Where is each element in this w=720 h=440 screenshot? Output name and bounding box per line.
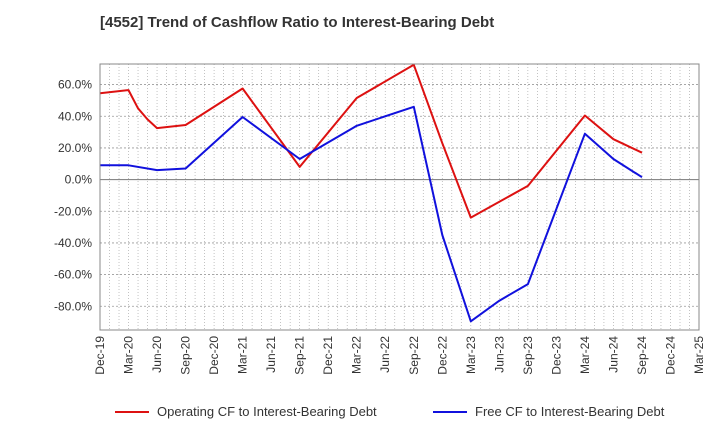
x-tick-label: Dec-21 [321,336,335,375]
y-axis-labels: 60.0% 40.0% 20.0% 0.0% -20.0% -40.0% -60.0% -80… [54,78,92,314]
plot-frame [99,63,700,331]
legend-label-free-cf: Free CF to Interest-Bearing Debt [475,404,665,419]
y-tick-label: 0.0% [65,173,93,187]
x-tick-label: Mar-25 [692,336,706,374]
series-layer [99,63,643,323]
grid-layer [99,64,700,330]
x-tick-label: Jun-23 [492,336,506,373]
x-tick-label: Mar-22 [350,336,364,374]
x-tick-label: Sep-21 [293,336,307,375]
y-tick-label: -60.0% [54,268,92,282]
legend-item-free-cf: Free CF to Interest-Bearing Debt [433,404,664,419]
x-tick-label: Sep-20 [179,336,193,375]
x-tick-label: Dec-19 [93,336,107,375]
x-tick-label: Dec-20 [207,336,221,375]
legend-swatch-operating-cf [115,410,149,413]
x-tick-label: Dec-23 [549,336,563,375]
x-tick-label: Mar-21 [236,336,250,374]
y-tick-label: 40.0% [58,109,92,123]
x-tick-label: Jun-24 [606,336,620,373]
x-tick-label: Mar-20 [122,336,136,374]
x-tick-label: Jun-20 [150,336,164,373]
x-tick-label: Dec-24 [663,336,677,375]
legend-label-operating-cf: Operating CF to Interest-Bearing Debt [157,404,377,419]
y-tick-label: 20.0% [58,141,92,155]
x-tick-label: Sep-24 [635,336,649,375]
y-tick-label: -80.0% [54,299,92,313]
y-tick-label: -20.0% [54,204,92,218]
free-cf-line [100,105,643,323]
x-tick-label: Sep-22 [407,336,421,375]
y-tick-label: 60.0% [58,78,92,92]
x-tick-label: Dec-22 [435,336,449,375]
operating-cf-line [99,63,643,219]
x-tick-label: Mar-23 [464,336,478,374]
legend-swatch-free-cf [433,410,467,413]
y-tick-label: -40.0% [54,236,92,250]
chart-title: [4552] Trend of Cashflow Ratio to Intere… [100,14,495,31]
x-tick-label: Mar-24 [578,336,592,374]
legend-item-operating-cf: Operating CF to Interest-Bearing Debt [115,404,377,419]
x-axis-labels: Dec-19 Mar-20 Jun-20 Sep-20 Dec-20 Mar-21 Jun-… [93,336,706,375]
x-tick-label: Jun-21 [264,336,278,373]
x-tick-label: Jun-22 [378,336,392,373]
x-tick-label: Sep-23 [521,336,535,375]
